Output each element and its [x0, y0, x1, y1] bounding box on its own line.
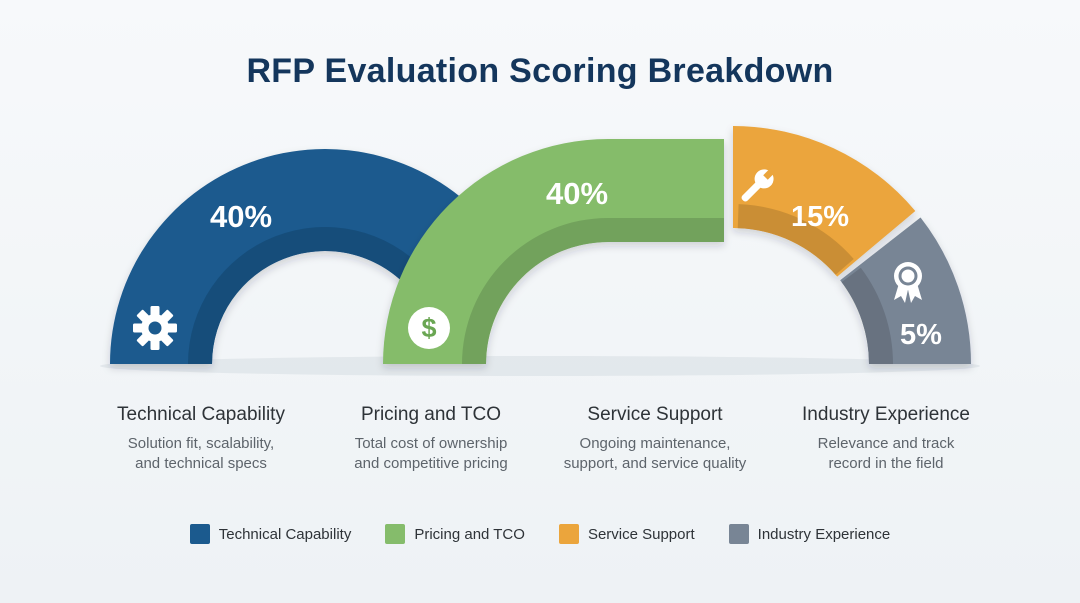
gear-icon: [133, 306, 177, 350]
category-name: Industry Experience: [802, 404, 970, 425]
category-name: Service Support: [587, 404, 723, 425]
legend-swatch: [385, 524, 406, 544]
category-description-line: Total cost of ownership: [354, 435, 508, 452]
category-description-line: and technical specs: [135, 455, 267, 472]
category-description-line: Ongoing maintenance,: [579, 435, 731, 452]
legend-swatch: [189, 524, 210, 544]
award-ribbon-icon: [894, 262, 922, 303]
category-description-line: record in the field: [828, 455, 944, 472]
segment-service-support: [733, 126, 916, 277]
legend-label: Service Support: [587, 525, 695, 543]
svg-text:$: $: [421, 313, 436, 343]
value-label-industry-experience: 5%: [900, 319, 942, 351]
baseline-shadow: [100, 356, 980, 376]
segment-technical-capability-inner-band: [188, 226, 426, 364]
category-name: Pricing and TCO: [360, 404, 502, 425]
category-description-line: Solution fit, scalability,: [127, 435, 275, 452]
page-title: RFP Evaluation Scoring Breakdown: [246, 52, 834, 90]
segment-industry-experience-inner-band: [841, 267, 893, 364]
segment-service-support-arc: [733, 126, 916, 277]
dollar-icon: $: [408, 307, 450, 349]
category-industry-experience: Industry Experience Relevance and track …: [761, 404, 1011, 474]
segment-technical-capability: [110, 149, 490, 364]
segment-pricing-tco-inner-band: [462, 218, 724, 364]
category-pricing-tco: Pricing and TCO Total cost of ownership …: [306, 404, 556, 474]
legend-item-service-support: Service Support: [558, 524, 695, 544]
value-label-technical-capability: 40%: [210, 199, 272, 234]
legend-label: Technical Capability: [218, 525, 352, 543]
category-name: Technical Capability: [117, 404, 285, 425]
legend-item-industry-experience: Industry Experience: [728, 524, 891, 544]
value-label-pricing-tco: 40%: [546, 176, 608, 211]
segment-service-support-inner-band: [737, 204, 854, 275]
category-description-line: and competitive pricing: [354, 455, 508, 472]
legend-label: Industry Experience: [757, 525, 891, 543]
value-label-service-support: 15%: [791, 201, 849, 233]
segment-pricing-tco: [383, 139, 724, 364]
category-technical-capability: Technical Capability Solution fit, scala…: [76, 404, 326, 474]
category-description-line: Relevance and track: [817, 435, 955, 452]
category-description-line: support, and service quality: [563, 455, 747, 472]
wrench-icon: [741, 168, 775, 202]
legend: Technical Capability Pricing and TCO Ser…: [0, 524, 1080, 544]
legend-item-technical-capability: Technical Capability: [189, 524, 352, 544]
legend-label: Pricing and TCO: [414, 525, 525, 543]
legend-swatch: [728, 524, 749, 544]
legend-swatch: [558, 524, 579, 544]
category-service-support: Service Support Ongoing maintenance, sup…: [530, 404, 780, 474]
legend-item-pricing-tco: Pricing and TCO: [385, 524, 525, 544]
